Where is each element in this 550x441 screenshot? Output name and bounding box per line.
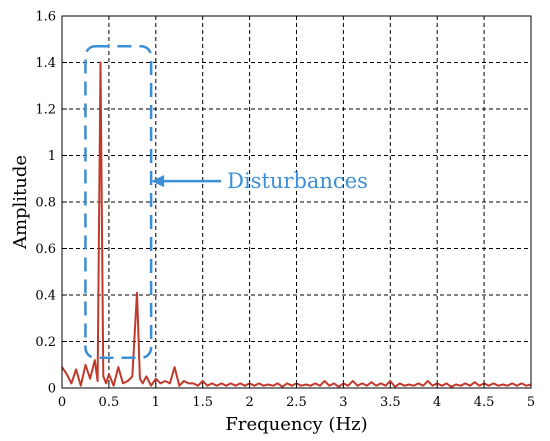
annotation-layer: Disturbances: [84, 44, 368, 360]
y-axis-label: Amplitude: [10, 155, 31, 250]
grid: [62, 16, 531, 388]
x-tick-label: 1: [152, 395, 160, 410]
x-tick-label: 2.5: [286, 395, 307, 410]
y-tick-label: 0.4: [35, 289, 56, 304]
x-axis-label: Frequency (Hz): [225, 414, 367, 435]
y-tick-label: 0.6: [35, 242, 56, 257]
annotation-arrow-head: [151, 175, 165, 188]
spectrum-line: [61, 61, 532, 388]
y-tick-label: 1.2: [35, 103, 56, 118]
x-tick-label: 2: [245, 395, 253, 410]
x-tick-label: 0: [58, 395, 66, 410]
x-tick-label: 0.5: [99, 395, 120, 410]
x-tick-label: 1.5: [192, 395, 213, 410]
x-tick-label: 4: [433, 395, 441, 410]
x-tick-label: 3: [339, 395, 347, 410]
disturbance-highlight-box: [84, 44, 153, 360]
tick-labels: 0 0.5 1 1.5 2 2.5 3 3.5 4 4.5 5 0 0.2 0.4 0.6 0.8 1 1.2 1.…: [35, 10, 535, 411]
y-tick-label: 0: [48, 382, 56, 397]
x-tick-label: 3.5: [380, 395, 401, 410]
y-tick-label: 1: [48, 149, 56, 164]
x-tick-label: 4.5: [474, 395, 495, 410]
x-tick-label: 5: [527, 395, 535, 410]
y-tick-label: 1.6: [35, 10, 56, 25]
series-layer: [61, 61, 532, 388]
y-tick-label: 0.2: [35, 335, 56, 350]
annotation-label: Disturbances: [227, 169, 368, 193]
y-tick-label: 0.8: [35, 196, 56, 211]
y-tick-label: 1.4: [35, 56, 56, 71]
